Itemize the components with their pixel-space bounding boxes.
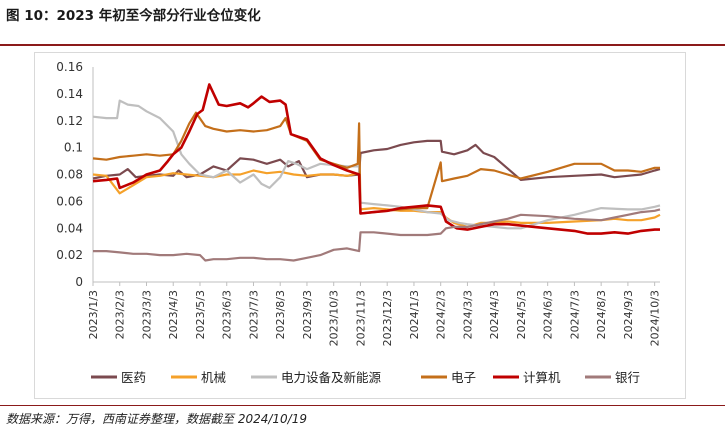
x-tick-label: 2024/8/3 (595, 290, 608, 339)
legend-label: 计算机 (523, 370, 561, 385)
y-tick-label: 0.06 (56, 194, 83, 208)
series-line-5 (92, 83, 660, 235)
legend-label: 机械 (201, 370, 227, 385)
x-tick-label: 2023/10/3 (328, 290, 341, 346)
x-tick-label: 2023/12/3 (381, 290, 394, 346)
x-tick-label: 2023/3/3 (140, 290, 153, 339)
x-tick-label: 2024/9/3 (622, 290, 635, 339)
x-tick-label: 2023/4/3 (167, 290, 180, 339)
series-line-6 (93, 208, 661, 262)
chart-frame (34, 52, 686, 399)
x-tick-label: 2023/6/3 (221, 290, 234, 339)
x-tick-label: 2023/5/3 (194, 290, 207, 339)
y-tick-label: 0 (75, 275, 83, 289)
y-tick-label: 0.04 (56, 221, 83, 235)
x-tick-label: 2023/11/3 (354, 290, 367, 346)
bottom-rule (0, 405, 725, 406)
source-note: 数据来源：万得，西南证券整理，数据截至 2024/10/19 (6, 412, 307, 426)
series-line-4 (92, 111, 660, 215)
x-tick-label: 2023/2/3 (114, 290, 127, 339)
x-tick-label: 2024/4/3 (488, 290, 501, 339)
series-lines (92, 83, 661, 262)
legend-label: 医药 (121, 370, 146, 385)
figure-title: 图 10：2023 年初至今部分行业仓位变化 (6, 8, 261, 24)
x-tick-label: 2024/7/3 (568, 290, 581, 339)
y-tick-label: 0.1 (64, 141, 83, 155)
x-tick-label: 2023/8/3 (274, 290, 287, 339)
x-tick-label: 2023/1/3 (87, 290, 100, 339)
y-tick-label: 0.02 (56, 248, 83, 262)
y-axis-ticks: 0 0.02 0.04 0.06 0.08 0.1 0.12 0.14 0.16 (56, 60, 83, 289)
x-tick-label: 2024/1/3 (408, 290, 421, 339)
y-tick-label: 0.16 (56, 60, 83, 74)
x-tick-label: 2024/5/3 (515, 290, 528, 339)
legend-label: 电子 (451, 370, 476, 385)
x-tick-label: 2023/9/3 (301, 290, 314, 339)
legend-label: 电力设备及新能源 (281, 370, 382, 385)
y-tick-label: 0.14 (56, 87, 83, 101)
y-tick-label: 0.08 (56, 168, 83, 182)
legend-label: 银行 (615, 370, 640, 385)
x-tick-label: 2024/10/3 (649, 290, 662, 346)
x-tick-label: 2023/7/3 (247, 290, 260, 339)
y-tick-label: 0.12 (56, 114, 83, 128)
x-axis-ticks: 2023/1/3 2023/2/3 2023/3/3 2023/4/3 2023/5/3… (87, 282, 662, 346)
x-tick-label: 2024/2/3 (435, 290, 448, 339)
legend: 医药 机械 电力设备及新能源 电子 计算机 银行 (91, 370, 640, 385)
x-tick-label: 2024/6/3 (542, 290, 555, 339)
x-tick-label: 2024/3/3 (461, 290, 474, 339)
top-rule (0, 44, 725, 46)
